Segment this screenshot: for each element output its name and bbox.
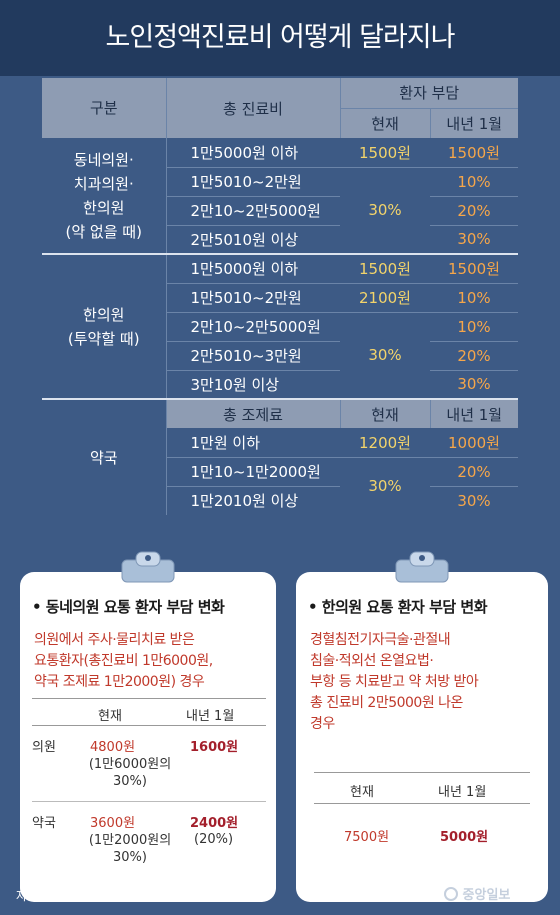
desc-line: 경우 <box>310 716 335 732</box>
desc-line: 총 진료비 2만5000원 나온 <box>310 695 463 711</box>
card-description: 경혈침전기자극술·관절내 침술·적외선 온열요법· 부항 등 치료받고 약 처방… <box>310 630 479 735</box>
next-cell: 10% <box>430 166 518 196</box>
next-cell: 20% <box>430 340 518 370</box>
clipboard-clip-icon <box>121 551 175 583</box>
header-total: 총 진료비 <box>166 78 341 138</box>
label-line: 한의원 <box>83 198 125 217</box>
range-cell: 1만원 이하 <box>165 428 340 457</box>
clinic-example-card: • 동네의원 요통 환자 부담 변화 의원에서 주사·물리치료 받은 요통환자(… <box>20 551 276 902</box>
logo-circle-icon <box>444 887 458 901</box>
current-merged-cell: 30% <box>340 311 430 399</box>
next-cell: 1500원 <box>430 253 518 283</box>
label-line: 치과의원· <box>73 174 134 193</box>
oriental-example-card: • 한의원 요통 환자 부담 변화 경혈침전기자극술·관절내 침술·적외선 온열… <box>296 551 548 902</box>
label-line: 한의원 <box>83 305 125 324</box>
desc-line: 경혈침전기자극술·관절내 <box>310 632 451 648</box>
clinic-comparison-table: 현재 내년 1월 의원 4800원 (1만6000원의 30%) 1600원 약… <box>32 698 266 893</box>
note-line: (1만6000원의 <box>88 757 172 772</box>
note-line: 30%) <box>113 850 147 865</box>
current-cell: 1500원 <box>340 253 430 283</box>
copay-table: 구분 총 진료비 환자 부담 현재 내년 1월 동네의원· 치과의원· 한의원 … <box>42 78 518 515</box>
next-value: 5000원 <box>440 830 489 845</box>
clipboard-clip-icon <box>395 551 449 583</box>
label-line: (투약할 때) <box>67 329 140 348</box>
current-note: (1만6000원의 30%) <box>82 756 178 790</box>
desc-line: 약국 조제료 1만2000원) 경우 <box>34 674 205 690</box>
next-cell: 20% <box>430 195 518 225</box>
logo-text: 중앙일보 <box>462 888 511 903</box>
current-cell: 1500원 <box>340 138 430 167</box>
group-clinic-label: 동네의원· 치과의원· 한의원 (약 없을 때) <box>42 138 166 254</box>
desc-line: 침술·적외선 온열요법· <box>310 653 434 669</box>
publisher-logo: 중앙일보 <box>444 884 510 903</box>
range-cell: 1만10~1만2000원 <box>165 456 340 486</box>
next-cell: 20% <box>430 456 518 486</box>
note-line: 30%) <box>113 774 147 789</box>
comparison-header: 현재 내년 1월 <box>32 698 266 726</box>
next-value: 2400원 <box>190 816 239 831</box>
current-value: 7500원 <box>344 830 390 845</box>
range-cell: 1만5010~2만원 <box>165 166 340 196</box>
next-cell: 30% <box>430 485 518 515</box>
group-oriental-label: 한의원 (투약할 때) <box>42 253 166 399</box>
group-pharmacy-label: 약국 <box>42 398 166 515</box>
source-note: 자료:보건복지부 <box>16 889 98 903</box>
range-cell: 2만5010원 이상 <box>165 224 340 254</box>
range-cell: 2만10~2만5000원 <box>165 311 340 341</box>
header-next-year: 내년 1월 <box>430 108 518 138</box>
card-description: 의원에서 주사·물리치료 받은 요통환자(총진료비 1만6000원, 약국 조제… <box>34 630 213 693</box>
range-cell: 2만5010~3만원 <box>165 340 340 370</box>
comparison-row: 의원 4800원 (1만6000원의 30%) 1600원 <box>32 726 266 802</box>
comparison-row: 약국 3600원 (1만2000원의 30%) 2400원 (20%) <box>32 802 266 890</box>
range-cell: 1만2010원 이상 <box>165 485 340 515</box>
next-cell: 1000원 <box>430 428 518 457</box>
col-next: 내년 1월 <box>186 709 235 724</box>
oriental-comparison-table: 현재 내년 1월 7500원 5000원 <box>314 772 530 872</box>
col-next: 내년 1월 <box>438 785 487 800</box>
range-cell: 1만5010~2만원 <box>165 282 340 312</box>
page-title: 노인정액진료비 어떻게 달라지나 <box>0 0 560 76</box>
label-line: 동네의원· <box>73 150 134 169</box>
current-note: (1만2000원의 30%) <box>82 832 178 866</box>
col-current: 현재 <box>350 785 374 800</box>
range-cell: 2만10~2만5000원 <box>165 195 340 225</box>
desc-line: 부항 등 치료받고 약 처방 받아 <box>310 674 479 690</box>
col-current: 현재 <box>98 709 122 724</box>
row-label: 의원 <box>32 740 56 755</box>
current-value: 4800원 <box>90 740 136 755</box>
header-category: 구분 <box>42 78 167 138</box>
current-value: 3600원 <box>90 816 136 831</box>
subhead-total: 총 조제료 <box>165 398 341 428</box>
desc-line: 요통환자(총진료비 1만6000원, <box>34 653 213 669</box>
next-cell: 30% <box>430 224 518 254</box>
header-burden: 환자 부담 <box>340 78 518 109</box>
next-value: 1600원 <box>190 740 239 755</box>
range-cell: 1만5000원 이하 <box>165 138 340 167</box>
next-cell: 10% <box>430 282 518 312</box>
row-label: 약국 <box>32 816 56 831</box>
card-title: • 동네의원 요통 환자 부담 변화 <box>32 598 225 616</box>
note-line: (1만2000원의 <box>88 833 172 848</box>
label-line: (약 없을 때) <box>65 222 142 241</box>
comparison-header: 현재 내년 1월 <box>314 772 530 804</box>
current-cell: 1200원 <box>340 428 430 457</box>
next-cell: 30% <box>430 369 518 399</box>
current-merged-cell: 30% <box>340 456 430 515</box>
current-merged-cell: 30% <box>340 166 430 254</box>
current-cell: 2100원 <box>340 282 430 312</box>
next-note: (20%) <box>194 832 234 847</box>
next-cell: 1500원 <box>430 138 518 167</box>
range-cell: 1만5000원 이하 <box>165 253 340 283</box>
header-current: 현재 <box>340 108 431 138</box>
card-title: • 한의원 요통 환자 부담 변화 <box>308 598 488 616</box>
next-cell: 10% <box>430 311 518 341</box>
subhead-next: 내년 1월 <box>430 398 518 428</box>
subhead-current: 현재 <box>340 398 431 428</box>
desc-line: 의원에서 주사·물리치료 받은 <box>34 632 195 648</box>
range-cell: 3만10원 이상 <box>165 369 340 399</box>
